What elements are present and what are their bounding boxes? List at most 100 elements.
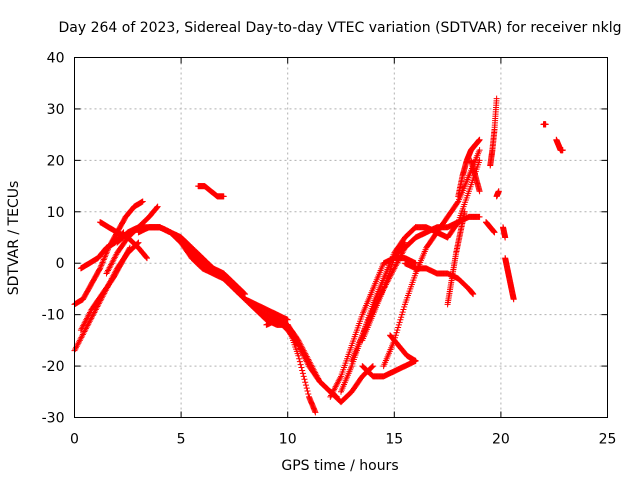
- x-tick-label: 10: [279, 432, 297, 448]
- series-arc-15: [327, 255, 419, 400]
- series-arc-2: [71, 198, 146, 308]
- data-point: [395, 321, 402, 328]
- data-point: [399, 309, 406, 316]
- data-point: [476, 157, 483, 164]
- series-arc-3: [77, 244, 133, 334]
- y-tick-label: 0: [56, 256, 65, 272]
- data-point: [476, 136, 483, 143]
- data-point: [302, 379, 309, 386]
- chart-title: Day 264 of 2023, Sidereal Day-to-day VTE…: [59, 20, 622, 36]
- x-axis-label: GPS time / hours: [281, 458, 398, 474]
- data-point: [401, 303, 408, 310]
- data-point: [392, 332, 399, 339]
- series-arc-21: [387, 332, 419, 364]
- data-point: [398, 314, 405, 321]
- series-arc-25: [455, 136, 483, 200]
- data-point: [284, 316, 291, 323]
- data-point: [305, 390, 312, 397]
- data-point: [102, 252, 109, 259]
- series-arc-30: [500, 224, 509, 241]
- series-arc-9: [146, 224, 227, 282]
- data-point: [394, 327, 401, 334]
- data-point: [96, 266, 103, 273]
- data-point: [493, 95, 500, 102]
- data-point: [412, 357, 419, 364]
- data-point: [298, 364, 305, 371]
- data-point: [470, 291, 477, 298]
- data-point: [126, 244, 133, 251]
- series-arc-24: [444, 208, 468, 308]
- y-tick-label: -30: [42, 411, 65, 427]
- data-point: [312, 409, 319, 416]
- data-point: [412, 260, 419, 267]
- data-point: [400, 306, 407, 313]
- data-point: [398, 311, 405, 318]
- data-point: [495, 188, 502, 195]
- data-point: [491, 229, 498, 236]
- data-point: [542, 121, 549, 128]
- plot-frame: [74, 57, 608, 418]
- data-point: [476, 147, 483, 154]
- data-point: [369, 363, 376, 370]
- data-point: [299, 367, 306, 374]
- series-arc-32: [540, 121, 549, 128]
- x-tick-label: 0: [70, 432, 79, 448]
- data-point: [303, 385, 310, 392]
- x-tick-label: 20: [492, 432, 510, 448]
- data-point: [154, 203, 161, 210]
- data-point: [476, 213, 483, 220]
- data-points: [71, 95, 566, 416]
- data-point: [300, 373, 307, 380]
- data-point: [296, 358, 303, 365]
- data-point: [99, 259, 106, 266]
- y-tick-label: 20: [47, 153, 65, 169]
- data-point: [369, 363, 376, 370]
- series-arc-27: [482, 219, 498, 236]
- data-point: [397, 316, 404, 323]
- data-point: [98, 260, 105, 267]
- axis-ticks: 0 5 10 15 20 25 40 30 20 10 0 -10 -20 -30: [42, 51, 617, 448]
- data-point: [476, 188, 483, 195]
- data-point: [295, 352, 302, 359]
- data-point: [304, 388, 311, 395]
- series-arc-31: [502, 255, 517, 303]
- y-tick-label: -10: [42, 308, 65, 324]
- data-point: [97, 265, 104, 272]
- data-point: [139, 198, 146, 205]
- data-point: [97, 263, 104, 270]
- series-arc-23: [412, 157, 483, 241]
- x-tick-label: 25: [599, 432, 617, 448]
- y-tick-label: 40: [47, 51, 65, 67]
- data-point: [126, 245, 133, 252]
- data-point: [301, 376, 308, 383]
- data-point: [393, 329, 400, 336]
- data-point: [143, 255, 150, 262]
- data-point: [396, 319, 403, 326]
- series-arc-26: [468, 157, 483, 195]
- x-tick-label: 5: [177, 432, 186, 448]
- data-point: [510, 296, 517, 303]
- data-point: [101, 255, 108, 262]
- data-point: [297, 361, 304, 368]
- series-arc-29: [493, 188, 502, 200]
- y-axis-label: SDTVAR / TECUs: [6, 181, 22, 296]
- data-point: [153, 205, 160, 212]
- y-tick-label: 30: [47, 102, 65, 118]
- data-point: [299, 370, 306, 377]
- data-point: [100, 256, 107, 263]
- y-tick-label: -20: [42, 359, 65, 375]
- data-point: [220, 193, 227, 200]
- data-point: [100, 258, 107, 265]
- data-point: [296, 355, 303, 362]
- data-point: [461, 208, 468, 215]
- data-point: [502, 234, 509, 241]
- x-tick-label: 15: [385, 432, 403, 448]
- grid-lines: [74, 57, 608, 418]
- series-arc-28: [487, 95, 500, 169]
- data-point: [302, 382, 309, 389]
- data-point: [142, 253, 149, 260]
- data-point: [143, 254, 150, 261]
- series-arc-16: [338, 224, 419, 395]
- series-arc-33: [553, 136, 566, 154]
